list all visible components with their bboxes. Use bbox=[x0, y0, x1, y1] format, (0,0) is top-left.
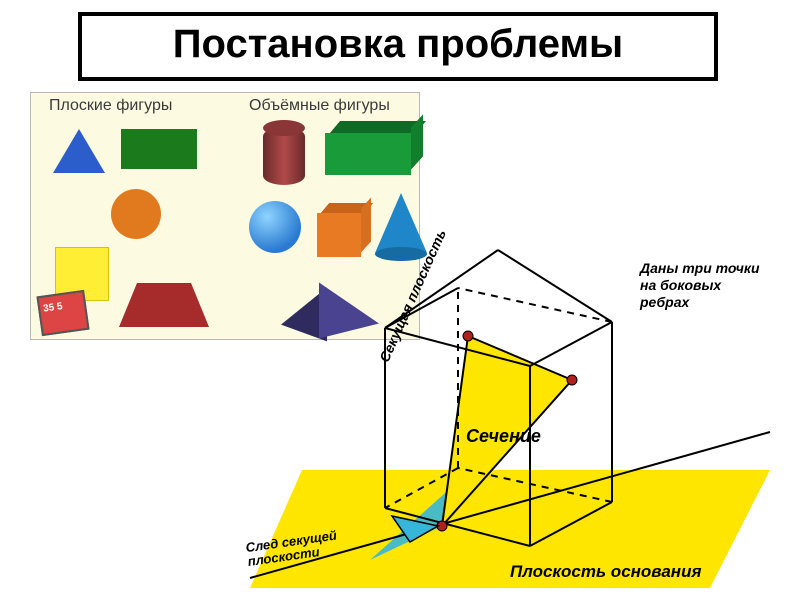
cuboid-shape bbox=[325, 133, 411, 175]
triangle-shape bbox=[53, 129, 105, 173]
section-label: Сечение bbox=[466, 426, 541, 447]
trapezoid-shape bbox=[119, 283, 209, 327]
volume-figures-label: Объёмные фигуры bbox=[249, 97, 390, 115]
calendar-icon bbox=[36, 290, 89, 336]
rectangle-shape bbox=[121, 129, 197, 169]
base-plane-label: Плоскость основания bbox=[510, 562, 701, 582]
flat-figures-label: Плоские фигуры bbox=[49, 97, 172, 115]
title-text: Постановка проблемы bbox=[173, 22, 623, 66]
cylinder-shape bbox=[263, 127, 305, 185]
page-title: Постановка проблемы bbox=[78, 12, 718, 81]
given-points-label: Даны три точки на боковых ребрах bbox=[640, 260, 770, 310]
circle-shape bbox=[111, 189, 161, 239]
section-diagram: Даны три точки на боковых ребрах Секущая… bbox=[210, 210, 790, 590]
